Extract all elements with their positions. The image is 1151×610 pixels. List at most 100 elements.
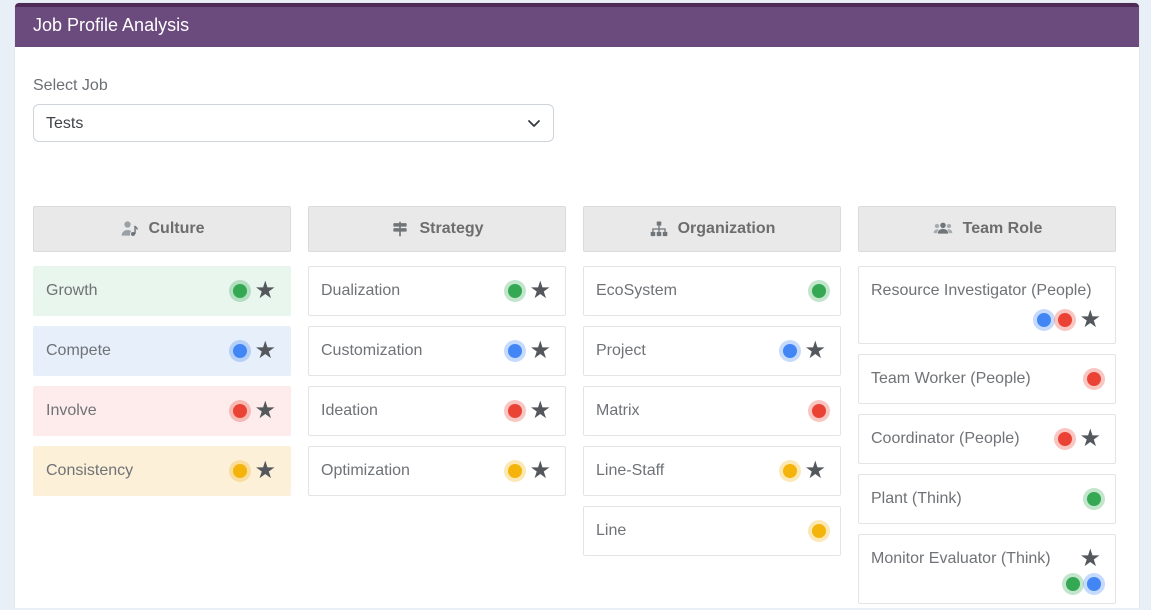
profile-item-monitor-evaluator-think[interactable]: Monitor Evaluator (Think) ★	[858, 534, 1116, 604]
item-label: Project	[596, 342, 646, 359]
column-title: Culture	[148, 220, 205, 237]
profile-columns: Culture Growth ★ Compete ★ Involve ★ Consistenc…	[33, 206, 1121, 604]
job-profile-panel: Job Profile Analysis Select Job Tests Cu…	[14, 2, 1140, 608]
star-icon: ★	[804, 337, 826, 364]
profile-item-line-indicators	[812, 524, 828, 538]
column-title: Team Role	[962, 220, 1043, 237]
green-dot-icon	[508, 284, 523, 298]
star-icon: ★	[1079, 425, 1101, 452]
item-label: Line-Staff	[596, 462, 665, 479]
profile-item-plant-think[interactable]: Plant (Think)	[858, 474, 1116, 524]
profile-item-matrix-indicators	[812, 404, 828, 418]
item-label: Coordinator (People)	[871, 430, 1020, 447]
column-organization: Organization EcoSystem Project ★ Matrix Line-…	[583, 206, 841, 604]
profile-item-team-worker-people[interactable]: Team Worker (People)	[858, 354, 1116, 404]
item-label: Matrix	[596, 402, 640, 419]
profile-item-optimization[interactable]: Optimization ★	[308, 446, 566, 496]
profile-item-ecosystem-indicators	[812, 284, 828, 298]
item-label: Customization	[321, 342, 423, 359]
red-dot-icon	[1058, 432, 1073, 446]
yellow-dot-icon	[508, 464, 523, 478]
panel-header: Job Profile Analysis	[15, 3, 1139, 47]
column-title: Strategy	[419, 220, 484, 237]
green-dot-icon	[233, 284, 248, 298]
star-icon: ★	[254, 397, 276, 424]
item-label: Dualization	[321, 282, 401, 299]
profile-item-ideation[interactable]: Ideation ★	[308, 386, 566, 436]
red-dot-icon	[1058, 313, 1073, 327]
column-team-role: Team Role Resource Investigator (People) ★…	[858, 206, 1116, 604]
profile-item-consistency[interactable]: Consistency ★	[33, 446, 291, 496]
profile-item-involve[interactable]: Involve ★	[33, 386, 291, 436]
item-label: Monitor Evaluator (Think)	[871, 550, 1051, 567]
profile-item-plant-think-indicators	[1087, 492, 1103, 506]
red-dot-icon	[1087, 372, 1101, 386]
profile-item-customization-indicators: ★	[508, 337, 553, 364]
profile-item-growth[interactable]: Growth ★	[33, 266, 291, 316]
column-header-strategy: Strategy	[308, 206, 566, 252]
column-header-organization: Organization	[583, 206, 841, 252]
column-culture: Culture Growth ★ Compete ★ Involve ★ Consistenc…	[33, 206, 291, 604]
profile-item-involve-indicators: ★	[233, 397, 278, 424]
item-label: Optimization	[321, 462, 410, 479]
item-label: Plant (Think)	[871, 490, 962, 507]
profile-item-project[interactable]: Project ★	[583, 326, 841, 376]
profile-item-resource-investigator-people-row2-indicators: ★	[1037, 306, 1103, 333]
column-header-culture: Culture	[33, 206, 291, 252]
select-job-label: Select Job	[33, 77, 108, 94]
profile-item-resource-investigator-people[interactable]: Resource Investigator (People) ★	[858, 266, 1116, 344]
item-label: Compete	[46, 342, 111, 359]
star-icon: ★	[254, 337, 276, 364]
profile-item-monitor-evaluator-think-row2-indicators	[1066, 577, 1103, 591]
blue-dot-icon	[1037, 313, 1052, 327]
column-strategy: Strategy Dualization ★ Customization ★ Ideati…	[308, 206, 566, 604]
page-title: Job Profile Analysis	[33, 15, 190, 35]
blue-dot-icon	[508, 344, 523, 358]
item-label: Growth	[46, 282, 98, 299]
red-dot-icon	[233, 404, 248, 418]
star-icon: ★	[1079, 306, 1101, 333]
green-dot-icon	[1066, 577, 1080, 591]
map-signs-icon	[390, 219, 410, 239]
job-select-wrap: Tests	[33, 104, 554, 142]
star-icon: ★	[254, 457, 276, 484]
item-label: Resource Investigator (People)	[871, 282, 1092, 299]
star-icon: ★	[1079, 545, 1101, 572]
job-select[interactable]: Tests	[33, 104, 554, 142]
red-dot-icon	[812, 404, 826, 418]
star-icon: ★	[529, 277, 551, 304]
item-label: Line	[596, 522, 627, 539]
item-label: Ideation	[321, 402, 378, 419]
profile-item-project-indicators: ★	[783, 337, 828, 364]
profile-item-line-staff-indicators: ★	[783, 459, 828, 483]
profile-item-team-worker-people-indicators	[1087, 372, 1103, 386]
star-icon: ★	[529, 337, 551, 364]
profile-item-coordinator-people[interactable]: Coordinator (People) ★	[858, 414, 1116, 464]
profile-item-compete-indicators: ★	[233, 337, 278, 364]
user-music-icon	[120, 219, 140, 239]
profile-item-dualization[interactable]: Dualization ★	[308, 266, 566, 316]
profile-item-line[interactable]: Line	[583, 506, 841, 556]
yellow-dot-icon	[812, 524, 826, 538]
green-dot-icon	[812, 284, 826, 298]
profile-item-ecosystem[interactable]: EcoSystem	[583, 266, 841, 316]
profile-item-customization[interactable]: Customization ★	[308, 326, 566, 376]
profile-item-matrix[interactable]: Matrix	[583, 386, 841, 436]
blue-dot-icon	[1087, 577, 1101, 591]
yellow-dot-icon	[783, 464, 798, 478]
item-label: Involve	[46, 402, 97, 419]
profile-item-dualization-indicators: ★	[508, 277, 553, 304]
red-dot-icon	[508, 404, 523, 418]
panel-body: Select Job Tests Culture Growth ★ Compete ★ I…	[15, 47, 1139, 604]
item-label: Team Worker (People)	[871, 370, 1031, 387]
profile-item-line-staff[interactable]: Line-Staff ★	[583, 446, 841, 496]
profile-item-coordinator-people-indicators: ★	[1058, 425, 1103, 452]
blue-dot-icon	[783, 344, 798, 358]
item-label: EcoSystem	[596, 282, 677, 299]
sitemap-icon	[649, 219, 669, 239]
users-icon	[932, 219, 954, 239]
profile-item-compete[interactable]: Compete ★	[33, 326, 291, 376]
profile-item-consistency-indicators: ★	[233, 457, 278, 484]
star-icon: ★	[529, 397, 551, 424]
profile-item-optimization-indicators: ★	[508, 459, 553, 483]
